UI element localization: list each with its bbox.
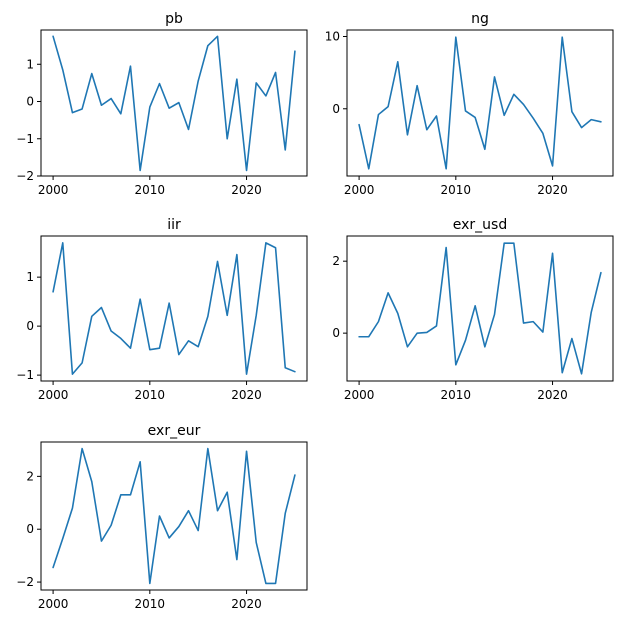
- plot-frame: [346, 235, 614, 382]
- y-tick-label: 1: [26, 57, 34, 71]
- subplot-iir: iir 2000 2010 2020 −1 0 1: [16, 217, 308, 402]
- plot-frame: [346, 29, 614, 177]
- plot-frame: [40, 441, 308, 591]
- y-tick-label: −2: [16, 169, 34, 183]
- subplot-title: exr_eur: [148, 423, 201, 439]
- x-tick-label: 2010: [441, 183, 472, 197]
- plot-frame: [40, 235, 308, 382]
- subplot-title: exr_usd: [453, 217, 507, 233]
- x-tick-label: 2020: [231, 183, 262, 197]
- y-tick-label: 2: [26, 469, 34, 483]
- y-tick-label: 0: [26, 522, 34, 536]
- y-tick-label: 0: [26, 95, 34, 109]
- y-tick-label: −2: [16, 575, 34, 589]
- plot-frame: [40, 29, 308, 177]
- y-tick-label: 2: [332, 254, 340, 268]
- y-tick-label: 0: [332, 102, 340, 116]
- subplot-exr-usd: exr_usd 2000 2010 2020 0 2: [332, 217, 614, 402]
- x-tick-label: 2010: [441, 388, 472, 402]
- subplot-title: pb: [165, 11, 183, 27]
- x-tick-label: 2000: [344, 388, 375, 402]
- subplot-title: ng: [471, 11, 489, 27]
- y-tick-label: 1: [26, 270, 34, 284]
- x-tick-label: 2010: [135, 597, 166, 611]
- x-tick-label: 2010: [135, 388, 166, 402]
- series-line: [52, 447, 296, 585]
- y-tick-label: 10: [325, 30, 340, 44]
- subplot-title: iir: [167, 217, 181, 233]
- x-tick-label: 2010: [135, 183, 166, 197]
- series-line: [52, 35, 296, 172]
- x-tick-label: 2020: [537, 183, 568, 197]
- subplot-exr-eur: exr_eur 2000 2010 2020 −2 0 2: [16, 423, 308, 611]
- y-tick-label: −1: [16, 132, 34, 146]
- x-tick-label: 2000: [344, 183, 375, 197]
- x-tick-label: 2000: [38, 388, 69, 402]
- y-tick-label: −1: [16, 368, 34, 382]
- x-tick-label: 2020: [231, 597, 262, 611]
- series-line: [358, 36, 602, 170]
- x-tick-label: 2000: [38, 183, 69, 197]
- x-tick-label: 2020: [537, 388, 568, 402]
- subplot-ng: ng 2000 2010 2020 0 10: [325, 11, 614, 197]
- x-tick-label: 2000: [38, 597, 69, 611]
- y-tick-label: 0: [26, 319, 34, 333]
- y-tick-label: 0: [332, 326, 340, 340]
- subplot-pb: pb 2000 2010 2020 −2 −1 0 1: [16, 11, 308, 197]
- series-line: [52, 242, 296, 375]
- x-tick-label: 2020: [231, 388, 262, 402]
- series-line: [358, 242, 602, 375]
